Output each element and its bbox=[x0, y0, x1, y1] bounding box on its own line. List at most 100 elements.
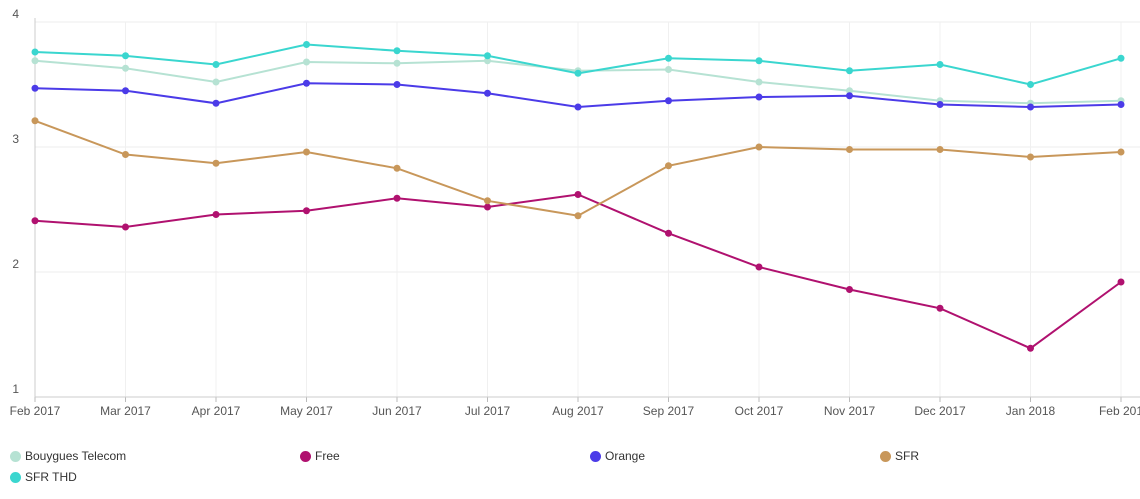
legend: Bouygues Telecom Free Orange SFR SFR THD bbox=[0, 445, 1140, 499]
data-point[interactable] bbox=[212, 211, 220, 218]
data-point[interactable] bbox=[574, 69, 582, 77]
data-point[interactable] bbox=[574, 212, 582, 220]
series-free bbox=[31, 191, 1125, 352]
y-tick-label: 3 bbox=[12, 132, 19, 146]
legend-item-sfr[interactable]: SFR bbox=[880, 449, 919, 463]
legend-label: SFR THD bbox=[25, 470, 77, 484]
data-point[interactable] bbox=[303, 148, 310, 156]
legend-item-orange[interactable]: Orange bbox=[590, 449, 645, 463]
x-tick-label: Feb 201 bbox=[1099, 404, 1140, 418]
y-tick-label: 1 bbox=[12, 382, 19, 396]
legend-label: Free bbox=[315, 449, 340, 463]
legend-item-sfr-thd[interactable]: SFR THD bbox=[10, 470, 77, 484]
data-point[interactable] bbox=[665, 229, 672, 237]
data-point[interactable] bbox=[846, 146, 853, 153]
data-point[interactable] bbox=[755, 93, 763, 101]
data-point[interactable] bbox=[936, 304, 944, 312]
x-tick-label: Jun 2017 bbox=[372, 404, 422, 418]
data-point[interactable] bbox=[1117, 278, 1125, 286]
data-point[interactable] bbox=[665, 66, 672, 73]
legend-dot-icon bbox=[10, 471, 21, 483]
legend-item-bouygues-telecom[interactable]: Bouygues Telecom bbox=[10, 449, 126, 463]
data-point[interactable] bbox=[1027, 153, 1034, 161]
data-point[interactable] bbox=[846, 87, 853, 95]
data-point[interactable] bbox=[574, 103, 582, 111]
data-point[interactable] bbox=[212, 159, 220, 167]
legend-dot-icon bbox=[590, 450, 601, 462]
data-point[interactable] bbox=[574, 191, 582, 198]
data-point[interactable] bbox=[755, 143, 763, 151]
data-point[interactable] bbox=[846, 92, 853, 100]
data-point[interactable] bbox=[393, 194, 401, 202]
legend-label: Bouygues Telecom bbox=[25, 449, 127, 463]
data-point[interactable] bbox=[1027, 81, 1034, 88]
data-point[interactable] bbox=[484, 197, 491, 205]
data-point[interactable] bbox=[1117, 54, 1125, 62]
series-sfr-thd bbox=[31, 41, 1125, 88]
legend-dot-icon bbox=[300, 450, 311, 462]
data-point[interactable] bbox=[484, 57, 491, 65]
data-point[interactable] bbox=[665, 97, 672, 105]
line-chart: 1 2 3 4 Feb 2017 Mar 2017 Apr 2017 May 2017 Jun … bbox=[10, 7, 1140, 418]
x-tick-label: Mar 2017 bbox=[100, 404, 151, 418]
data-point[interactable] bbox=[393, 81, 401, 88]
data-point[interactable] bbox=[31, 57, 39, 65]
series-layer bbox=[31, 41, 1125, 352]
data-point[interactable] bbox=[665, 162, 672, 170]
data-point[interactable] bbox=[212, 61, 220, 68]
legend-dot-icon bbox=[880, 450, 891, 462]
data-point[interactable] bbox=[936, 101, 944, 108]
data-point[interactable] bbox=[393, 59, 401, 67]
data-point[interactable] bbox=[846, 67, 853, 75]
data-point[interactable] bbox=[31, 117, 39, 125]
data-point[interactable] bbox=[755, 263, 763, 271]
legend-label: Orange bbox=[605, 449, 646, 463]
data-point[interactable] bbox=[31, 84, 39, 92]
data-point[interactable] bbox=[303, 79, 310, 87]
data-point[interactable] bbox=[122, 64, 129, 72]
series-orange bbox=[31, 79, 1125, 111]
data-point[interactable] bbox=[393, 47, 401, 55]
data-point[interactable] bbox=[846, 286, 853, 293]
data-point[interactable] bbox=[484, 203, 491, 211]
data-point[interactable] bbox=[303, 58, 310, 66]
data-point[interactable] bbox=[31, 217, 39, 225]
x-tick-label: May 2017 bbox=[280, 404, 333, 418]
data-point[interactable] bbox=[1117, 101, 1125, 108]
x-tick-label: Sep 2017 bbox=[643, 404, 695, 418]
y-tick-label: 4 bbox=[12, 7, 19, 21]
data-point[interactable] bbox=[212, 78, 220, 86]
data-point[interactable] bbox=[1027, 103, 1034, 111]
data-point[interactable] bbox=[122, 151, 129, 158]
data-point[interactable] bbox=[303, 207, 310, 215]
x-tick-label: Oct 2017 bbox=[735, 404, 784, 418]
legend-dot-icon bbox=[10, 450, 21, 462]
data-point[interactable] bbox=[755, 57, 763, 65]
grid bbox=[34, 21, 1140, 398]
data-point[interactable] bbox=[1117, 148, 1125, 156]
data-point[interactable] bbox=[303, 41, 310, 48]
data-point[interactable] bbox=[212, 99, 220, 107]
data-point[interactable] bbox=[755, 78, 763, 86]
data-point[interactable] bbox=[1027, 344, 1034, 352]
data-point[interactable] bbox=[484, 52, 491, 60]
axis-labels: 1 2 3 4 Feb 2017 Mar 2017 Apr 2017 May 2017 Jun … bbox=[10, 7, 1140, 418]
x-tick-label: Apr 2017 bbox=[192, 404, 241, 418]
data-point[interactable] bbox=[484, 89, 491, 97]
data-point[interactable] bbox=[665, 54, 672, 62]
series-sfr bbox=[31, 117, 1125, 220]
data-point[interactable] bbox=[122, 223, 129, 231]
legend-item-free[interactable]: Free bbox=[300, 449, 340, 463]
data-point[interactable] bbox=[936, 61, 944, 68]
x-tick-label: Jul 2017 bbox=[465, 404, 511, 418]
x-tick-label: Feb 2017 bbox=[10, 404, 61, 418]
legend-label: SFR bbox=[895, 449, 919, 463]
y-tick-label: 2 bbox=[12, 257, 19, 271]
data-point[interactable] bbox=[31, 48, 39, 56]
data-point[interactable] bbox=[936, 146, 944, 153]
x-tick-label: Aug 2017 bbox=[552, 404, 604, 418]
x-tick-label: Nov 2017 bbox=[824, 404, 876, 418]
data-point[interactable] bbox=[122, 87, 129, 95]
data-point[interactable] bbox=[393, 164, 401, 172]
data-point[interactable] bbox=[122, 52, 129, 60]
